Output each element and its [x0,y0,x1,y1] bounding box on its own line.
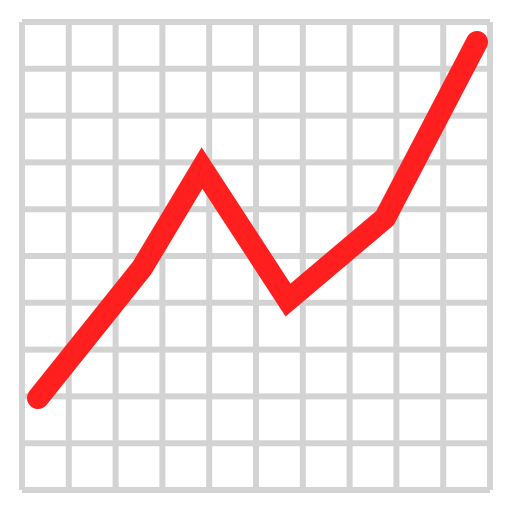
grid [19,19,493,493]
trend-line [27,31,488,409]
